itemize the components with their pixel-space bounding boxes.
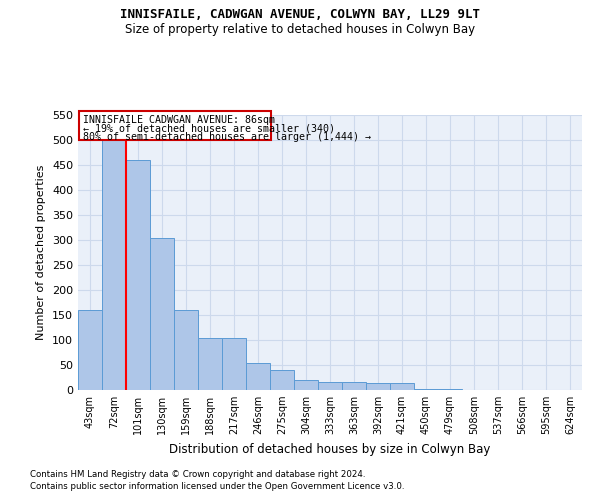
- Y-axis label: Number of detached properties: Number of detached properties: [37, 165, 46, 340]
- Bar: [102, 135, 126, 390]
- Bar: [294, 380, 318, 390]
- Bar: [150, 238, 174, 390]
- Text: Distribution of detached houses by size in Colwyn Bay: Distribution of detached houses by size …: [169, 442, 491, 456]
- FancyBboxPatch shape: [79, 111, 271, 140]
- Bar: [414, 389, 438, 390]
- Bar: [318, 382, 342, 390]
- Bar: [78, 310, 102, 390]
- Bar: [126, 160, 150, 390]
- Text: Size of property relative to detached houses in Colwyn Bay: Size of property relative to detached ho…: [125, 22, 475, 36]
- Bar: [366, 383, 390, 390]
- Text: Contains HM Land Registry data © Crown copyright and database right 2024.: Contains HM Land Registry data © Crown c…: [30, 470, 365, 479]
- Bar: [222, 338, 246, 390]
- Bar: [342, 382, 366, 390]
- Bar: [438, 389, 462, 390]
- Bar: [174, 310, 198, 390]
- Bar: [198, 338, 222, 390]
- Bar: [390, 383, 414, 390]
- Text: ← 19% of detached houses are smaller (340): ← 19% of detached houses are smaller (34…: [83, 124, 335, 134]
- Text: INNISFAILE, CADWGAN AVENUE, COLWYN BAY, LL29 9LT: INNISFAILE, CADWGAN AVENUE, COLWYN BAY, …: [120, 8, 480, 20]
- Text: 80% of semi-detached houses are larger (1,444) →: 80% of semi-detached houses are larger (…: [83, 132, 371, 142]
- Text: Contains public sector information licensed under the Open Government Licence v3: Contains public sector information licen…: [30, 482, 404, 491]
- Text: INNISFAILE CADWGAN AVENUE: 86sqm: INNISFAILE CADWGAN AVENUE: 86sqm: [83, 115, 275, 125]
- Bar: [246, 362, 270, 390]
- Bar: [270, 370, 294, 390]
